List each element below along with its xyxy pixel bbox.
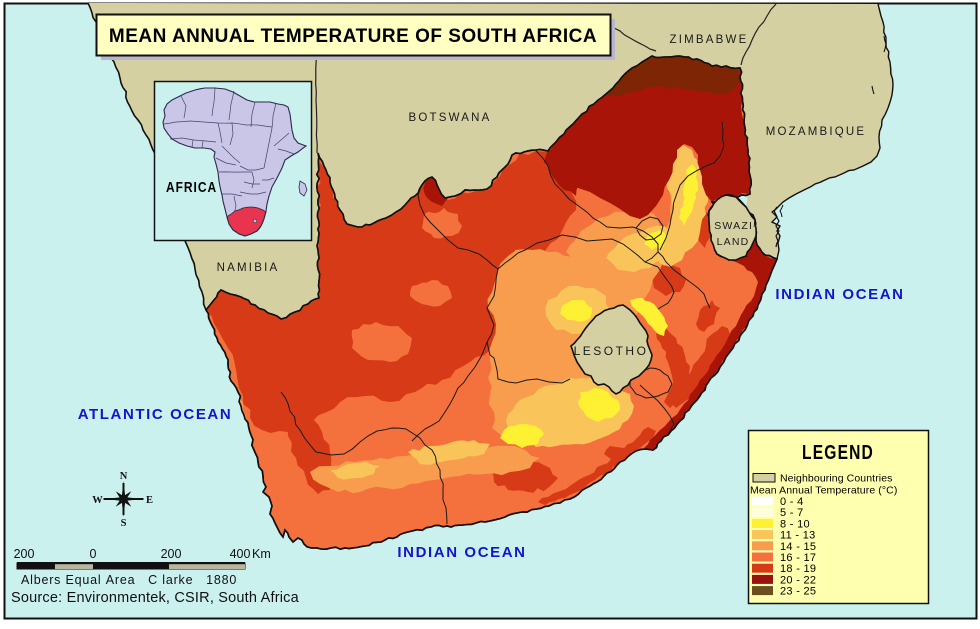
svg-text:Albers Equal Area C larke: Albers Equal Area C larke 1880 <box>21 573 237 587</box>
svg-text:18 - 19: 18 - 19 <box>780 563 816 575</box>
svg-text:ZIMBABWE: ZIMBABWE <box>670 34 749 46</box>
svg-text:16 - 17: 16 - 17 <box>780 552 816 564</box>
svg-text:LESOTHO: LESOTHO <box>574 344 649 358</box>
svg-text:N: N <box>120 471 128 482</box>
svg-text:Km: Km <box>252 547 271 561</box>
svg-text:8 - 10: 8 - 10 <box>780 518 810 530</box>
svg-text:BOTSWANA: BOTSWANA <box>409 112 492 124</box>
svg-text:NAMIBIA: NAMIBIA <box>217 262 280 274</box>
svg-text:INDIAN OCEAN: INDIAN OCEAN <box>397 544 526 561</box>
svg-text:MOZAMBIQUE: MOZAMBIQUE <box>766 126 867 138</box>
svg-text:23 - 25: 23 - 25 <box>780 586 816 598</box>
svg-text:400: 400 <box>230 547 251 561</box>
svg-text:LEGEND: LEGEND <box>802 441 874 463</box>
svg-text:Mean Annual Temperature (°C): Mean Annual Temperature (°C) <box>750 485 897 497</box>
svg-text:200: 200 <box>161 547 182 561</box>
svg-text:AFRICA: AFRICA <box>166 179 217 196</box>
svg-text:200: 200 <box>14 547 35 561</box>
svg-text:INDIAN OCEAN: INDIAN OCEAN <box>775 286 904 303</box>
svg-text:ATLANTIC OCEAN: ATLANTIC OCEAN <box>78 406 233 423</box>
svg-text:W: W <box>92 495 103 506</box>
svg-text:E: E <box>146 495 153 506</box>
svg-text:LAND: LAND <box>717 236 750 248</box>
svg-text:Neighbouring Countries: Neighbouring Countries <box>780 473 893 485</box>
svg-text:S: S <box>121 518 127 529</box>
svg-text:MEAN ANNUAL TEMPERATURE OF SOU: MEAN ANNUAL TEMPERATURE OF SOUTH AFRICA <box>109 26 597 47</box>
svg-text:14 - 15: 14 - 15 <box>780 541 816 553</box>
svg-text:11 - 13: 11 - 13 <box>780 530 816 542</box>
svg-text:SWAZI-: SWAZI- <box>714 220 758 232</box>
svg-text:0 - 4: 0 - 4 <box>780 496 804 508</box>
svg-text:5 - 7: 5 - 7 <box>780 507 804 519</box>
svg-text:0: 0 <box>90 547 97 561</box>
svg-text:Source: Environmentek, CSIR, S: Source: Environmentek, CSIR, South Afric… <box>11 590 300 606</box>
svg-text:20 - 22: 20 - 22 <box>780 574 816 586</box>
